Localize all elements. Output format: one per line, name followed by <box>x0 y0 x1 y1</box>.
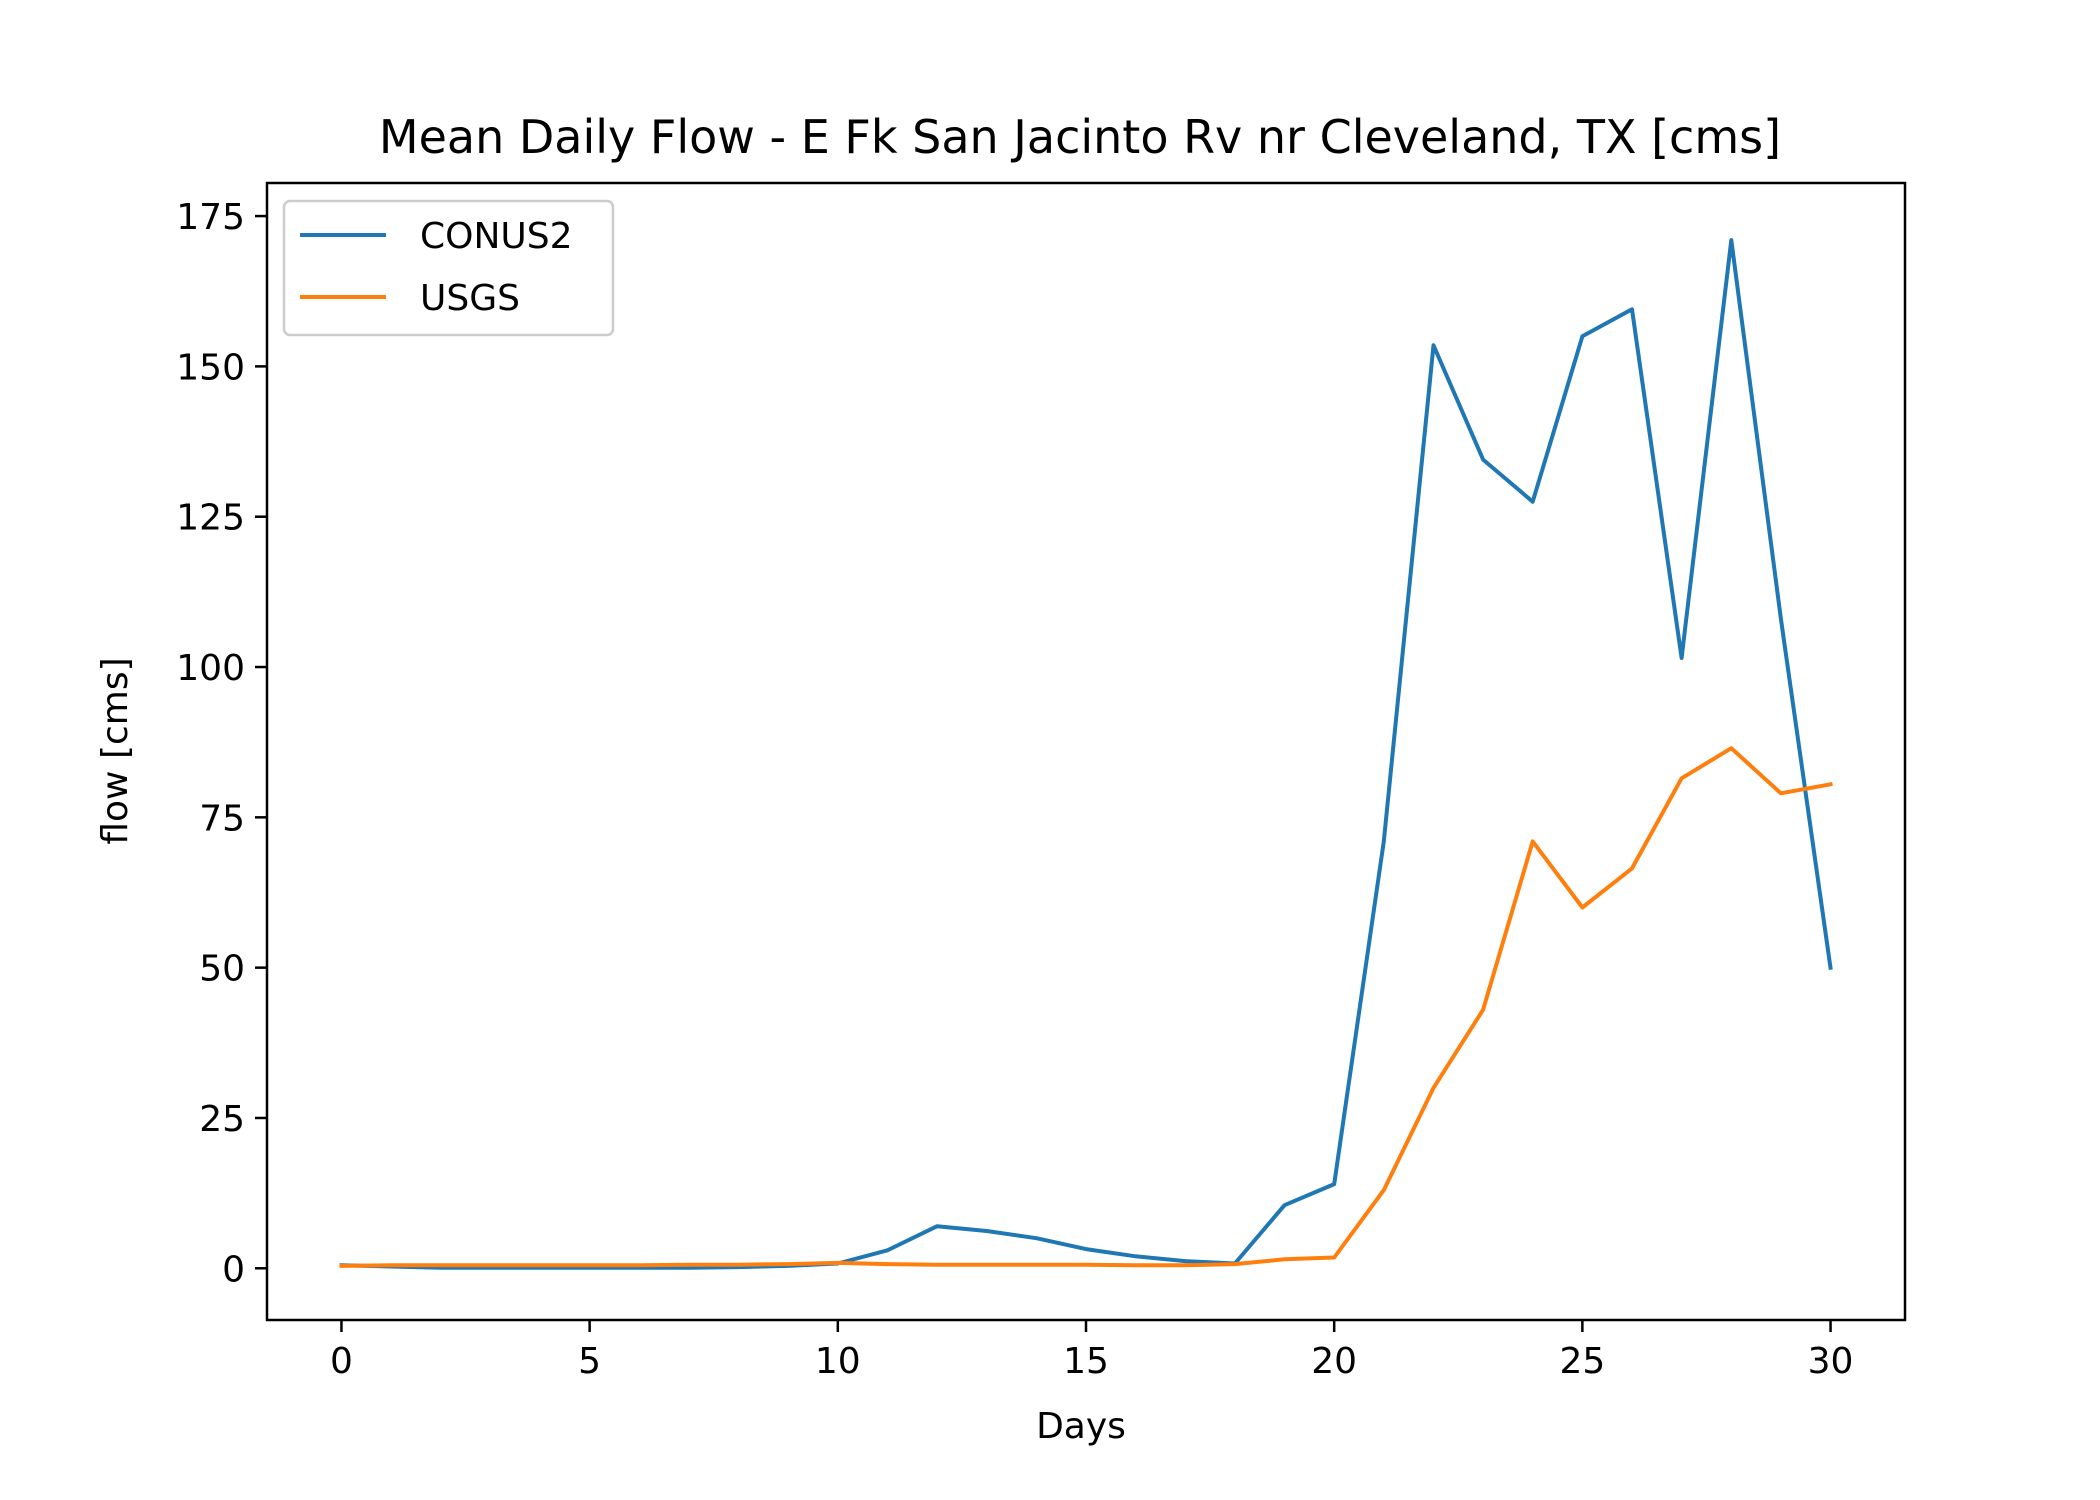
legend: CONUS2 USGS <box>282 199 615 337</box>
plot-area <box>339 238 1833 1270</box>
y-tick-label: 175 <box>176 197 245 238</box>
x-tick-label: 5 <box>578 1341 601 1382</box>
y-tick-label: 75 <box>199 798 245 839</box>
axes: 0 5 10 15 20 25 30 0 25 50 75 100 125 150 175 <box>176 181 1907 1382</box>
x-tick-label: 25 <box>1559 1341 1605 1382</box>
y-axis-label: flow [cms] <box>95 657 136 844</box>
x-axis-label: Days <box>1036 1406 1126 1447</box>
series-line-conus2 <box>339 238 1833 1270</box>
x-tick-label: 30 <box>1808 1341 1854 1382</box>
x-tick-label: 20 <box>1311 1341 1357 1382</box>
legend-label-conus2: CONUS2 <box>420 216 573 257</box>
chart-title: Mean Daily Flow - E Fk San Jacinto Rv nr… <box>379 110 1781 164</box>
y-tick-label: 125 <box>176 498 245 539</box>
x-tick-label: 0 <box>330 1341 353 1382</box>
x-tick-label: 15 <box>1063 1341 1109 1382</box>
x-tick-label: 10 <box>815 1341 861 1382</box>
y-tick-label: 150 <box>176 347 245 388</box>
y-tick-label: 50 <box>199 949 245 990</box>
y-tick-label: 100 <box>176 648 245 689</box>
y-tick-label: 0 <box>222 1249 245 1290</box>
series-line-usgs <box>339 746 1833 1268</box>
y-tick-label: 25 <box>199 1099 245 1140</box>
legend-label-usgs: USGS <box>420 278 520 319</box>
